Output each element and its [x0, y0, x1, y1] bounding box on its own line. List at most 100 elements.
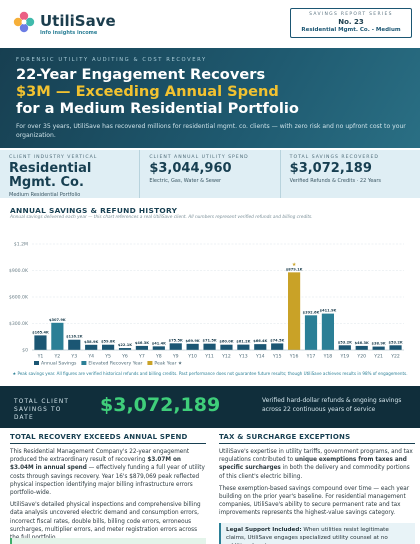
- peak-marker: ★: [292, 262, 297, 268]
- stat-label: CLIENT INDUSTRY VERTICAL: [9, 155, 98, 160]
- legend-swatch: [81, 361, 87, 365]
- stat-label: CLIENT ANNUAL UTILITY SPEND: [149, 155, 249, 160]
- x-tick-label: Y10: [187, 354, 197, 360]
- value-label: $53.2K: [388, 340, 402, 344]
- bar: [271, 343, 284, 350]
- hero-title: 22-Year Engagement Recovers $3M — Exceed…: [16, 66, 299, 117]
- x-tick-label: Y5: [104, 354, 111, 360]
- bar: [321, 313, 334, 350]
- value-label: $392.6K: [303, 310, 320, 314]
- value-label: $74.5K: [270, 338, 284, 342]
- value-label: $22.1K: [118, 343, 132, 347]
- highlight-box: [10, 538, 206, 544]
- bar: [304, 315, 318, 350]
- x-tick-label: Y15: [272, 354, 282, 360]
- bar: [152, 346, 165, 350]
- legend-swatch: [34, 361, 39, 365]
- value-label: $46.3K: [355, 341, 369, 345]
- x-tick-label: Y2: [53, 354, 60, 360]
- bar: [102, 344, 115, 350]
- bar: [389, 345, 402, 350]
- stat-value: $3,072,189: [289, 161, 372, 176]
- left-column: TOTAL RECOVERY EXCEEDS ANNUAL SPEND This…: [10, 430, 206, 544]
- y-tick-label: $600.0K: [9, 295, 29, 301]
- column-heading: TOTAL RECOVERY EXCEEDS ANNUAL SPEND: [10, 433, 206, 444]
- text: When utilities resist legitimate claims,…: [226, 526, 389, 544]
- x-tick-label: Y19: [339, 354, 349, 360]
- bold-text: Legal Support Included:: [226, 526, 302, 533]
- bar: [220, 344, 233, 350]
- issue-number: No. 23: [338, 18, 364, 26]
- legend-label: Elevated Recovery Year: [88, 361, 142, 367]
- x-tick-label: Y18: [323, 354, 333, 360]
- x-tick-label: Y11: [204, 354, 214, 360]
- value-label: $879.1K: [286, 267, 303, 271]
- stat: CLIENT ANNUAL UTILITY SPEND $3,044,960 Ele…: [139, 150, 279, 198]
- stat: CLIENT INDUSTRY VERTICAL Residential Mgmt…: [0, 150, 139, 198]
- x-tick-label: Y14: [255, 354, 265, 360]
- total-strip: TOTAL CLIENT SAVINGS TO DATE $3,072,189 …: [0, 386, 420, 428]
- title-line: 22-Year Engagement Recovers: [16, 66, 266, 83]
- x-tick-label: Y9: [172, 354, 179, 360]
- value-label: $116.2K: [66, 335, 83, 339]
- bar: [355, 345, 368, 350]
- value-label: $307.9K: [49, 318, 66, 322]
- value-label: $60.0K: [219, 340, 233, 344]
- stat: TOTAL SAVINGS RECOVERED $3,072,189 Verifie…: [279, 150, 420, 198]
- bar: [135, 345, 148, 350]
- bar: [186, 343, 199, 350]
- header: UtiliSave Info insights income SAVINGS R…: [0, 0, 420, 46]
- total-description: Verified hard-dollar refunds & ongoing s…: [262, 397, 402, 413]
- bar: [372, 346, 385, 350]
- y-tick-label: $1.2M: [14, 242, 28, 248]
- value-label: $46.3K: [135, 341, 149, 345]
- bar: [51, 322, 64, 350]
- value-label: $58.9K: [84, 340, 98, 344]
- x-tick-label: Y4: [87, 354, 94, 360]
- value-label: $411.9K: [320, 309, 337, 313]
- value-label: $38.9K: [372, 342, 386, 346]
- logo-icon: [13, 11, 35, 33]
- series-label: SAVINGS REPORT SERIES: [309, 12, 393, 17]
- stat-label: TOTAL SAVINGS RECOVERED: [289, 155, 379, 160]
- x-tick-label: Y12: [221, 354, 231, 360]
- series-box: SAVINGS REPORT SERIES No. 23 Residential…: [290, 8, 412, 38]
- total-label: TOTAL CLIENT SAVINGS TO DATE: [14, 399, 70, 421]
- bold-text: $3.07M on $3.04M in annual spend: [10, 457, 181, 472]
- legend-swatch: [147, 361, 153, 365]
- intro: For over 35 years, UtiliSave has recover…: [16, 123, 406, 139]
- bar: [85, 344, 98, 350]
- value-label: $41.4K: [152, 341, 166, 345]
- value-label: $69.9K: [186, 339, 200, 343]
- text: UtiliSave's expertise in utility tariffs…: [219, 449, 413, 464]
- bar: [169, 343, 182, 350]
- text: — effectively funding a full year of uti…: [10, 465, 205, 497]
- title-line: for a Medium Residential Portfolio: [16, 100, 299, 117]
- chart: $0 $300.0K $600.0K $900.0K $1.2M Y1 $165.4K Y2 $…: [9, 242, 404, 367]
- x-tick-label: Y22: [390, 354, 400, 360]
- bar: [118, 348, 132, 350]
- bar: [288, 272, 301, 350]
- text: UtiliSave's detailed physical inspection…: [10, 502, 201, 541]
- logo-tagline: Info insights income: [40, 30, 98, 36]
- chart-footnote: ★ Peak savings year. All figures are ver…: [12, 371, 408, 376]
- stats-strip: CLIENT INDUSTRY VERTICAL Residential Mgmt…: [0, 150, 420, 198]
- x-tick-label: Y8: [155, 354, 162, 360]
- bar: [237, 344, 250, 350]
- bar: [68, 339, 81, 350]
- x-tick-label: Y17: [306, 354, 316, 360]
- callout: Legal Support Included: When utilities r…: [219, 522, 415, 544]
- text: in both the delivery and commodity porti…: [219, 465, 410, 480]
- text: These exemption-based savings compound o…: [219, 485, 410, 517]
- bar: [203, 343, 216, 350]
- bold-text: unique exemptions from taxes and specifi…: [219, 457, 407, 472]
- stat-value: Residential Mgmt. Co.: [9, 161, 92, 190]
- value-label: $66.4K: [253, 339, 267, 343]
- column-heading: TAX & SURCHARGE EXCEPTIONS: [219, 433, 415, 444]
- eyebrow: FORENSIC UTILITY AUDITING & COST RECOVER…: [16, 57, 207, 63]
- stat-note: Verified Refunds & Credits · 22 Years: [289, 178, 382, 184]
- logo-name: UtiliSave: [40, 12, 116, 30]
- legend-label: Annual Savings: [41, 361, 77, 367]
- x-tick-label: Y16: [289, 354, 299, 360]
